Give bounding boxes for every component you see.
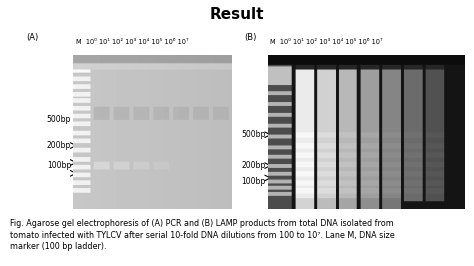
Text: (B): (B) xyxy=(244,33,256,42)
Text: Result: Result xyxy=(210,7,264,22)
Text: 200bp: 200bp xyxy=(47,141,71,150)
Text: 200bp: 200bp xyxy=(241,161,265,170)
Text: 100bp: 100bp xyxy=(241,177,265,186)
Text: (A): (A) xyxy=(26,33,38,42)
Text: 500bp: 500bp xyxy=(241,130,265,139)
Text: M  10⁰ 10¹ 10² 10³ 10⁴ 10⁵ 10⁶ 10⁷: M 10⁰ 10¹ 10² 10³ 10⁴ 10⁵ 10⁶ 10⁷ xyxy=(76,39,189,45)
Text: M  10⁰ 10¹ 10² 10³ 10⁴ 10⁵ 10⁶ 10⁷: M 10⁰ 10¹ 10² 10³ 10⁴ 10⁵ 10⁶ 10⁷ xyxy=(270,39,383,45)
Text: Fig. Agarose gel electrophoresis of (A) PCR and (B) LAMP products from total DNA: Fig. Agarose gel electrophoresis of (A) … xyxy=(10,219,395,251)
Text: 100bp: 100bp xyxy=(47,161,71,170)
Text: 500bp: 500bp xyxy=(47,115,71,124)
